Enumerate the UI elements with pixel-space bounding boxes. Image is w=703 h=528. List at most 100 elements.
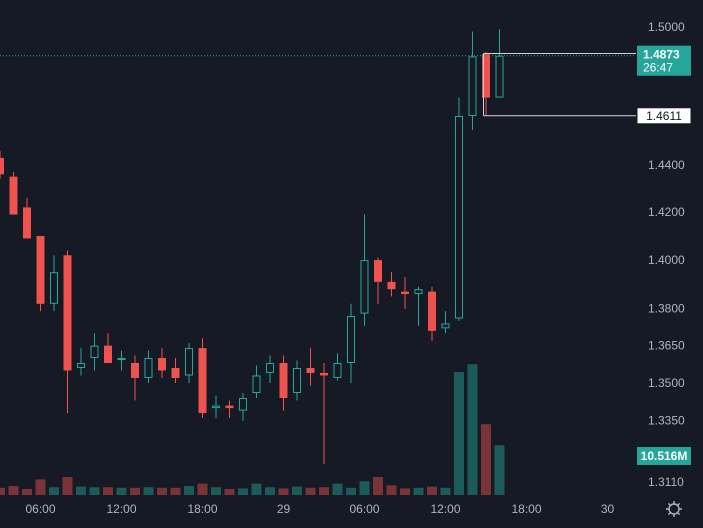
volume-bar (116, 487, 127, 495)
candle-body-up (441, 323, 450, 329)
candle-body-down (63, 255, 72, 371)
volume-bar (62, 477, 73, 495)
volume-bar (197, 483, 208, 495)
candle-body-down (401, 291, 409, 295)
candle-body-up (347, 316, 355, 363)
candle-body-down (36, 236, 45, 304)
candle-body-down (482, 54, 490, 98)
volume-bar (319, 487, 329, 495)
volume-bar (400, 488, 410, 495)
volume-bar (238, 488, 248, 495)
candle-body-down (131, 362, 139, 378)
volume-bar (481, 424, 491, 495)
time-axis-label: 06:00 (349, 502, 379, 516)
price-axis-label: 1.4000 (648, 253, 685, 267)
candle-body-up (266, 362, 274, 373)
price-axis-label: 1.3350 (648, 414, 685, 428)
volume-bar (413, 487, 424, 495)
candle-body-up (144, 358, 153, 378)
volume-bar (440, 487, 451, 495)
volume-bar (22, 489, 32, 495)
price-axis-label: 1.3500 (648, 376, 685, 390)
volume-bar (157, 487, 167, 495)
candle-body-down (279, 362, 288, 399)
price-tag-low (636, 107, 692, 125)
price-axis-label: 1.3110 (648, 475, 684, 489)
candle-body-down (387, 281, 396, 290)
volume-bar (373, 477, 383, 495)
volume-bar (427, 486, 437, 495)
volume-bar (49, 487, 59, 495)
volume-bar (251, 483, 262, 495)
time-axis[interactable]: 06:00 12:00 18:00 29 06:00 12:00 18:00 30 (25, 502, 614, 516)
candle-body-down (104, 345, 112, 363)
volume-bar (143, 487, 154, 495)
candle-body-down (428, 291, 436, 331)
candle-body-up (414, 289, 423, 295)
time-axis-label: 18:00 (187, 502, 217, 516)
countdown-timer: 26:47 (643, 61, 673, 75)
price-lines (0, 52, 636, 117)
candle-body-up (495, 55, 504, 98)
candle-body-up (360, 260, 369, 314)
candle-body-down (374, 260, 382, 282)
candle-body-down (23, 207, 31, 239)
candle-body-up (333, 362, 342, 378)
price-axis-label: 1.4400 (648, 158, 685, 172)
candle-body-down (198, 348, 207, 414)
price-tag-last (637, 45, 691, 76)
volume-bar (454, 372, 464, 495)
volume-bar (35, 479, 46, 495)
volume-bar (386, 485, 397, 495)
candle-body-up (252, 375, 261, 393)
volume-bar (292, 486, 302, 495)
volume-bar (89, 487, 100, 495)
candle-body-up (212, 405, 220, 409)
volume-bar (224, 489, 235, 495)
volume-bars (0, 364, 505, 495)
candle-body-up (90, 345, 99, 359)
price-axis[interactable]: 1.5000 1.4400 1.4200 1.4000 1.3800 1.3650 1.35… (648, 20, 685, 489)
volume-bar (467, 364, 478, 495)
candle-body-down (158, 358, 166, 371)
volume-bar (332, 483, 343, 495)
candle-body-down (0, 157, 4, 175)
time-axis-label: 18:00 (511, 502, 541, 516)
candle-body-up (468, 56, 477, 117)
volume-bar (103, 487, 113, 495)
volume-bar (170, 487, 181, 495)
candle-body-up (50, 272, 58, 304)
time-axis-label: 12:00 (106, 502, 136, 516)
volume-bar (346, 487, 356, 495)
candle-body-up (117, 358, 126, 361)
candle-body-down (9, 176, 18, 215)
volume-tag (637, 447, 691, 465)
volume-bar (76, 486, 86, 495)
candle-body-up (455, 116, 463, 319)
candle-body-up (293, 367, 301, 393)
candle-body-down (171, 367, 180, 378)
volume-bar (130, 487, 140, 495)
volume-bar (265, 487, 275, 495)
volume-bar (278, 488, 289, 495)
candle-body-up (77, 362, 85, 368)
candle-body-down (320, 372, 328, 376)
volume-bar (494, 445, 505, 495)
price-axis-label: 1.4200 (648, 205, 685, 219)
candles (0, 29, 504, 465)
time-axis-label: 30 (601, 502, 615, 516)
price-tag-last-text: 1.4873 (643, 48, 680, 62)
gear-icon-teeth (666, 501, 682, 517)
price-axis-label: 1.3800 (648, 302, 685, 316)
volume-bar (184, 486, 194, 495)
time-axis-label: 29 (277, 502, 291, 516)
settings-button[interactable] (666, 501, 682, 517)
price-axis-label: 1.5000 (648, 20, 685, 34)
candle-body-up (185, 348, 193, 376)
volume-bar (305, 487, 316, 495)
volume-tag-text: 10.516M (641, 449, 688, 463)
candle-body-down (306, 367, 315, 373)
time-axis-label: 12:00 (430, 502, 460, 516)
